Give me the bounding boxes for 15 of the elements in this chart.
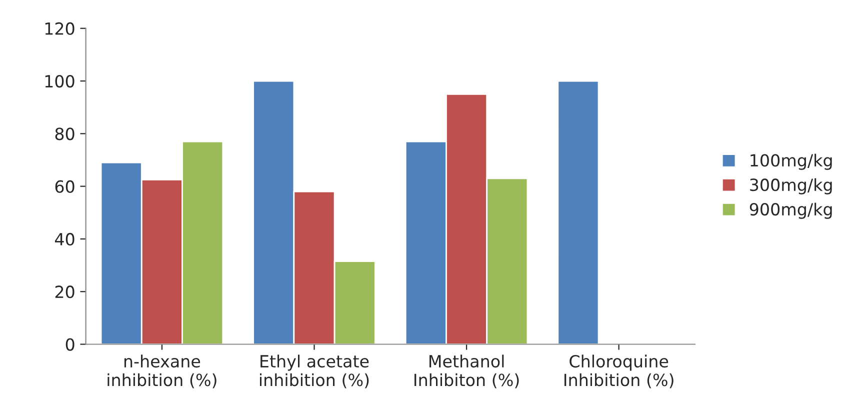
y-tick-label: 0 bbox=[66, 338, 74, 351]
y-tick-label: 40 bbox=[54, 232, 74, 246]
y-tick-label: 100 bbox=[45, 74, 74, 88]
bar bbox=[557, 80, 600, 344]
y-tick-label: 20 bbox=[55, 286, 74, 298]
x-tick-label: Chloroquine Inhibition (%) bbox=[564, 354, 674, 388]
x-tick-label: Methanol Inhibiton (%) bbox=[414, 354, 519, 388]
x-tick-label: Ethyl acetate inhibition (%) bbox=[260, 354, 369, 388]
y-tick-label: 120 bbox=[45, 22, 74, 35]
y-tick-label: 60 bbox=[55, 180, 74, 193]
legend-label: 900mg/kg bbox=[750, 202, 832, 219]
y-tick-label: 80 bbox=[55, 128, 74, 140]
legend-label: 300mg/kg bbox=[750, 178, 832, 194]
legend-label: 100mg/kg bbox=[750, 154, 832, 170]
x-tick-label: n-hexane inhibition (%) bbox=[108, 354, 216, 388]
